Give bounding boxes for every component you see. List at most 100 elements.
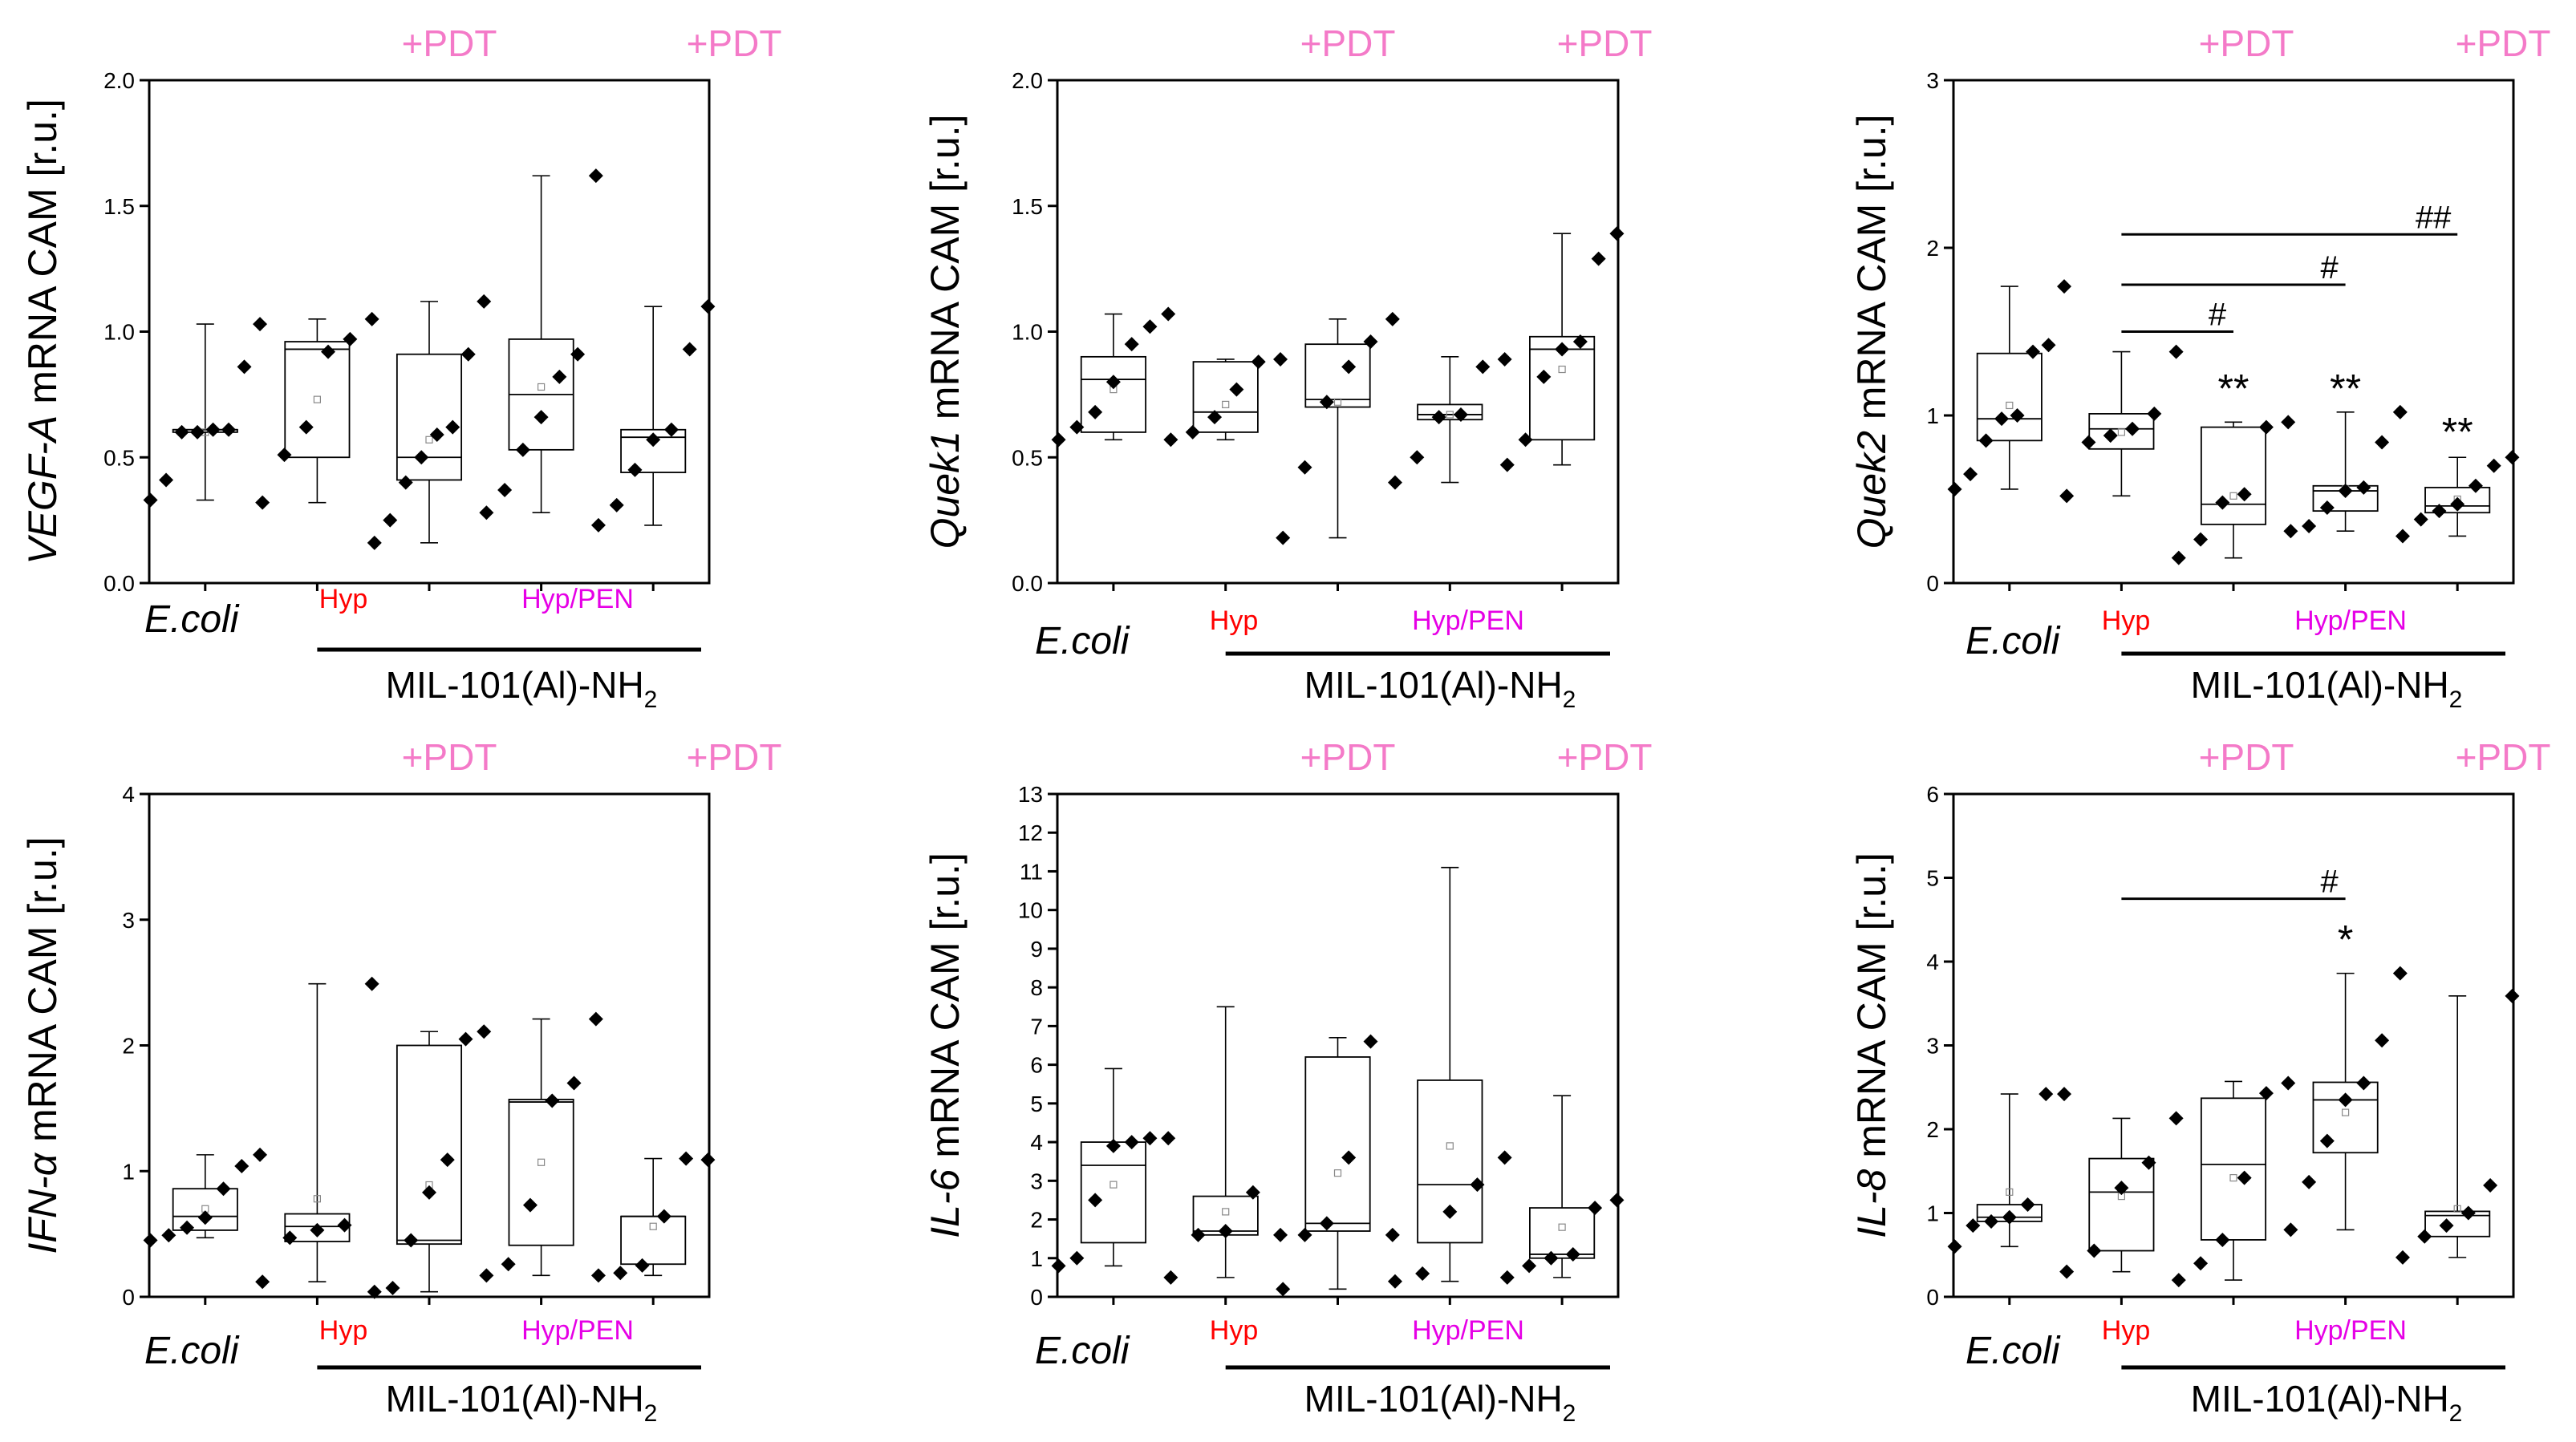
data-point (2168, 344, 2184, 359)
y-tick-label: 8 (1030, 975, 1043, 1000)
y-tick-label: 4 (1926, 950, 1939, 974)
hyp-pen-label: Hyp/PEN (1412, 606, 1524, 636)
y-tick-label: 7 (1030, 1014, 1043, 1039)
hyp-label: Hyp (2102, 606, 2150, 636)
box-group-5 (590, 299, 716, 533)
data-point (298, 419, 314, 435)
hyp-pen-label: Hyp/PEN (1412, 1315, 1524, 1346)
mil-label: MIL-101(Al)-NH2 (2191, 1378, 2463, 1427)
data-point (367, 1284, 382, 1299)
pdt-label: +PDT (402, 22, 497, 64)
y-tick-label: 2 (1030, 1208, 1043, 1233)
data-point (2392, 966, 2408, 981)
data-point (1297, 460, 1312, 475)
hyp-label: Hyp (1210, 606, 1258, 636)
pdt-label: +PDT (402, 736, 497, 778)
iqr-box (2424, 486, 2491, 514)
data-point (2215, 495, 2230, 510)
data-point (1609, 226, 1625, 241)
y-tick-label: 0.5 (1012, 445, 1043, 470)
y-tick-label: 0.0 (1012, 571, 1043, 596)
mean-marker (1222, 400, 1230, 409)
data-point (1609, 1193, 1625, 1208)
iqr-box (620, 428, 687, 473)
data-point (682, 342, 697, 357)
mean-marker (1222, 1208, 1230, 1216)
box-group-1 (143, 1147, 268, 1248)
data-point (1947, 481, 1962, 496)
data-point (1475, 359, 1491, 375)
data-point (2283, 1222, 2298, 1237)
box-group-4 (479, 1011, 603, 1283)
y-axis-gene: IL-8 (1849, 1169, 1894, 1237)
y-tick-label: 10 (1018, 898, 1043, 923)
data-point (2283, 524, 2298, 539)
data-point (2258, 419, 2274, 435)
data-point (1319, 395, 1334, 410)
y-tick-label: 4 (1030, 1130, 1043, 1155)
data-point (613, 1266, 628, 1281)
pdt-label: +PDT (2456, 22, 2551, 64)
data-point (588, 1011, 603, 1027)
data-point (1163, 432, 1178, 448)
data-point (143, 492, 158, 508)
box-group-3 (367, 294, 492, 550)
iqr-box (1976, 352, 2043, 442)
y-axis-gene: Quek2 (1849, 431, 1894, 549)
data-point (700, 1152, 716, 1168)
box-group-3 (2171, 1075, 2296, 1288)
data-point (1276, 530, 1291, 545)
significance-star: ** (2218, 366, 2249, 411)
pdt-label: +PDT (687, 736, 782, 778)
data-point (1947, 1239, 1962, 1254)
ecoli-label: E.coli (1965, 1330, 2061, 1372)
hyp-label: Hyp (2102, 1315, 2150, 1346)
data-point (2375, 435, 2390, 450)
data-point (255, 495, 270, 510)
mean-marker (1446, 1142, 1454, 1150)
iqr-box (1080, 1141, 1146, 1244)
box-group-3 (1276, 1034, 1400, 1297)
y-axis-unit: mRNA CAM [r.u.] (923, 853, 968, 1169)
mean-marker (2006, 1188, 2014, 1196)
y-tick-label: 3 (122, 908, 135, 933)
data-point (1276, 1282, 1291, 1297)
data-point (1410, 450, 1425, 465)
data-point (255, 1274, 270, 1290)
data-point (2010, 408, 2025, 423)
box-group-3 (2171, 415, 2296, 565)
data-point (161, 1228, 176, 1243)
data-point (2375, 1033, 2390, 1048)
data-point (364, 976, 379, 991)
data-point (2171, 1273, 2186, 1288)
iqr-box (2088, 1157, 2155, 1252)
y-tick-label: 0 (122, 1285, 135, 1310)
data-point (545, 1093, 560, 1108)
data-point (2141, 1155, 2156, 1170)
data-point (1963, 467, 1978, 482)
pdt-label: +PDT (1300, 22, 1396, 64)
box-group-5 (2395, 450, 2520, 544)
data-point (570, 346, 586, 362)
data-point (1341, 359, 1357, 375)
hyp-label: Hyp (1210, 1315, 1258, 1346)
data-point (367, 535, 382, 550)
iqr-box (1529, 1207, 1596, 1259)
data-point (364, 311, 379, 326)
iqr-box (396, 1044, 463, 1246)
data-point (253, 317, 268, 332)
y-axis-label: Quek1 mRNA CAM [r.u.] (923, 115, 968, 549)
data-point (2319, 500, 2335, 515)
data-point (2041, 338, 2056, 353)
data-point (1161, 306, 1176, 322)
data-point (2125, 421, 2140, 436)
box-group-5 (2395, 988, 2520, 1265)
data-point (2281, 1075, 2296, 1091)
data-point (1984, 1213, 1999, 1229)
iqr-box (396, 353, 463, 481)
data-point (2193, 1256, 2209, 1271)
iqr-box (1080, 355, 1146, 433)
y-tick-label: 0 (1926, 1285, 1939, 1310)
data-point (2168, 1111, 2184, 1126)
